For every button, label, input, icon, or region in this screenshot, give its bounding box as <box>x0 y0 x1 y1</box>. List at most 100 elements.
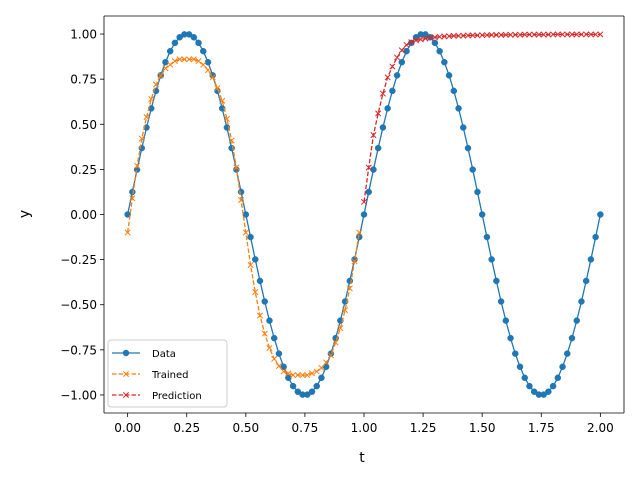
prediction-point <box>389 63 396 70</box>
data-point <box>597 211 604 218</box>
x-tick-label: 0.75 <box>292 421 319 435</box>
y-tick-label: −0.75 <box>60 343 97 357</box>
prediction-point <box>450 32 457 39</box>
data-point <box>460 124 467 131</box>
trained-point <box>238 197 245 204</box>
trained-point <box>186 56 193 63</box>
data-point <box>403 47 410 55</box>
data-point <box>346 277 354 285</box>
prediction-point <box>408 39 415 46</box>
trained-point <box>143 114 150 121</box>
prediction-point <box>412 37 420 44</box>
prediction-point <box>516 31 524 38</box>
data-point <box>384 105 391 112</box>
trained-point <box>285 370 292 377</box>
prediction-point <box>446 33 453 40</box>
data-point <box>488 256 495 263</box>
prediction-point <box>483 32 490 39</box>
y-tick-label: −1.00 <box>60 388 97 402</box>
data-point <box>318 374 325 382</box>
trained-point <box>148 95 155 103</box>
prediction-point <box>422 35 429 42</box>
legend-item-trained: Trained <box>112 370 189 381</box>
data-point <box>242 211 250 218</box>
trained-point <box>171 58 178 65</box>
prediction-point <box>384 74 391 81</box>
data-point <box>474 188 481 196</box>
prediction-point <box>379 90 386 97</box>
prediction-point <box>535 31 542 38</box>
prediction-point <box>526 31 533 38</box>
prediction-point <box>493 31 500 39</box>
data-point <box>237 188 245 196</box>
data-point <box>478 211 486 218</box>
data-point <box>512 350 519 357</box>
data-point <box>166 47 174 55</box>
data-point <box>469 166 476 173</box>
prediction-point <box>403 41 410 48</box>
x-tick-label: 0.25 <box>173 421 200 435</box>
trained-point <box>299 372 306 379</box>
data-point <box>502 317 510 324</box>
trained-point <box>190 56 197 63</box>
trained-point <box>266 344 273 352</box>
trained-point <box>308 370 316 377</box>
trained-point <box>214 85 221 92</box>
trained-point <box>152 81 160 88</box>
prediction-point <box>512 31 519 38</box>
x-tick-label: 1.00 <box>351 421 378 435</box>
data-point <box>526 382 533 390</box>
prediction-point <box>436 33 443 40</box>
trained-point <box>290 372 297 379</box>
trained-point <box>233 164 240 171</box>
prediction-point <box>531 31 538 38</box>
trained-point <box>271 355 278 362</box>
trained-point <box>176 56 183 63</box>
trained-point <box>275 363 282 370</box>
data-point <box>507 334 514 342</box>
data-point <box>176 34 183 41</box>
data-point <box>483 233 491 241</box>
data-point <box>389 87 396 95</box>
y-axis-label: y <box>17 210 33 218</box>
prediction-point <box>427 34 434 41</box>
legend-marker-trained <box>122 370 130 378</box>
trained-point <box>162 65 169 72</box>
trained-point <box>304 372 311 379</box>
y-tick-label: 0.25 <box>70 163 97 177</box>
legend: Data Trained Prediction <box>107 339 228 408</box>
prediction-point <box>592 31 599 38</box>
y-tick-label: −0.50 <box>60 298 97 312</box>
data-point <box>337 317 344 324</box>
trained-point <box>228 137 235 144</box>
data-point <box>304 391 311 398</box>
data-point <box>436 47 443 55</box>
data-point <box>256 277 264 285</box>
data-point <box>374 144 382 152</box>
data-point <box>204 58 212 66</box>
data-point <box>497 298 505 305</box>
trained-point <box>327 352 334 359</box>
prediction-point <box>460 32 467 39</box>
data-point <box>190 34 198 41</box>
prediction-point <box>545 31 552 38</box>
data-point <box>200 47 207 55</box>
trained-point <box>313 368 320 375</box>
prediction-point <box>554 31 561 38</box>
y-tick-label: −0.25 <box>60 253 97 267</box>
prediction-point <box>375 110 382 117</box>
prediction-point <box>488 31 495 39</box>
prediction-point <box>365 164 372 171</box>
legend-marker-prediction <box>122 391 130 399</box>
data-point <box>228 144 235 152</box>
data-point <box>455 105 462 112</box>
trained-point <box>323 359 330 366</box>
data-point <box>218 105 226 112</box>
prediction-point <box>469 32 476 39</box>
data-point <box>530 388 538 395</box>
trained-point <box>342 307 349 314</box>
trained-point <box>346 285 353 292</box>
prediction-point <box>502 31 509 38</box>
